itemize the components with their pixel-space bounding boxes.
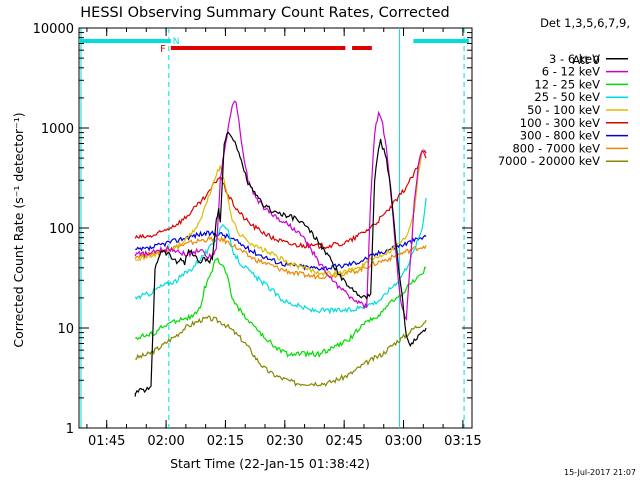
- flag-letter-f: F: [160, 44, 166, 55]
- y-tick-label: 100: [49, 222, 74, 237]
- legend-label: 800 - 7000 keV: [512, 141, 600, 155]
- y-tick-label: 10000: [33, 22, 74, 37]
- legend-label: 7000 - 20000 keV: [498, 154, 600, 168]
- x-tick-label: 02:30: [266, 434, 303, 449]
- x-tick-label: 01:45: [88, 434, 125, 449]
- series-line: [134, 131, 427, 397]
- plot-area: FN: [78, 27, 473, 429]
- legend-header-line-2: Att 0: [572, 53, 600, 67]
- y-tick-label: 1: [66, 422, 74, 437]
- x-tick-label: 03:15: [444, 434, 481, 449]
- x-axis-label: Start Time (22-Jan-15 01:38:42): [170, 456, 370, 471]
- legend-header: Det 1,3,5,6,7,9, Att 0: [540, 16, 630, 67]
- legend-label: 6 - 12 keV: [542, 65, 600, 79]
- series-group: [80, 28, 465, 428]
- legend-label: 25 - 50 keV: [534, 90, 600, 104]
- axis-ticks: 1 10 100 1000 10000 01:45 02:00 02:15 02:30 02:45…: [33, 22, 482, 449]
- chart-title: HESSI Observing Summary Count Rates, Cor…: [80, 5, 449, 21]
- series-line: [135, 148, 427, 278]
- series-line: [134, 235, 427, 280]
- legend-label: 12 - 25 keV: [534, 77, 600, 91]
- y-axis-label: Corrected Count Rate (s⁻¹ detector⁻¹): [11, 112, 26, 347]
- series-line: [134, 197, 427, 315]
- legend-header-line-1: Det 1,3,5,6,7,9,: [540, 16, 630, 30]
- legend-label: 100 - 300 keV: [520, 116, 600, 130]
- x-tick-label: 02:15: [207, 434, 244, 449]
- series-line: [135, 230, 427, 272]
- flag-letter-n: N: [173, 37, 180, 47]
- timestamp: 15-Jul-2017 21:07: [564, 468, 636, 477]
- series-line: [134, 150, 427, 250]
- y-tick-label: 1000: [41, 122, 74, 137]
- legend-label: 3 - 6 keV: [549, 52, 600, 66]
- series-line: [135, 315, 427, 387]
- y-tick-label: 10: [57, 322, 74, 337]
- x-tick-label: 02:45: [325, 434, 362, 449]
- series-line: [134, 100, 427, 321]
- legend-label: 50 - 100 keV: [527, 103, 600, 117]
- x-tick-label: 02:00: [147, 434, 184, 449]
- legend-label: 300 - 800 keV: [520, 129, 600, 143]
- x-tick-label: 03:00: [385, 434, 422, 449]
- series-line: [134, 257, 427, 359]
